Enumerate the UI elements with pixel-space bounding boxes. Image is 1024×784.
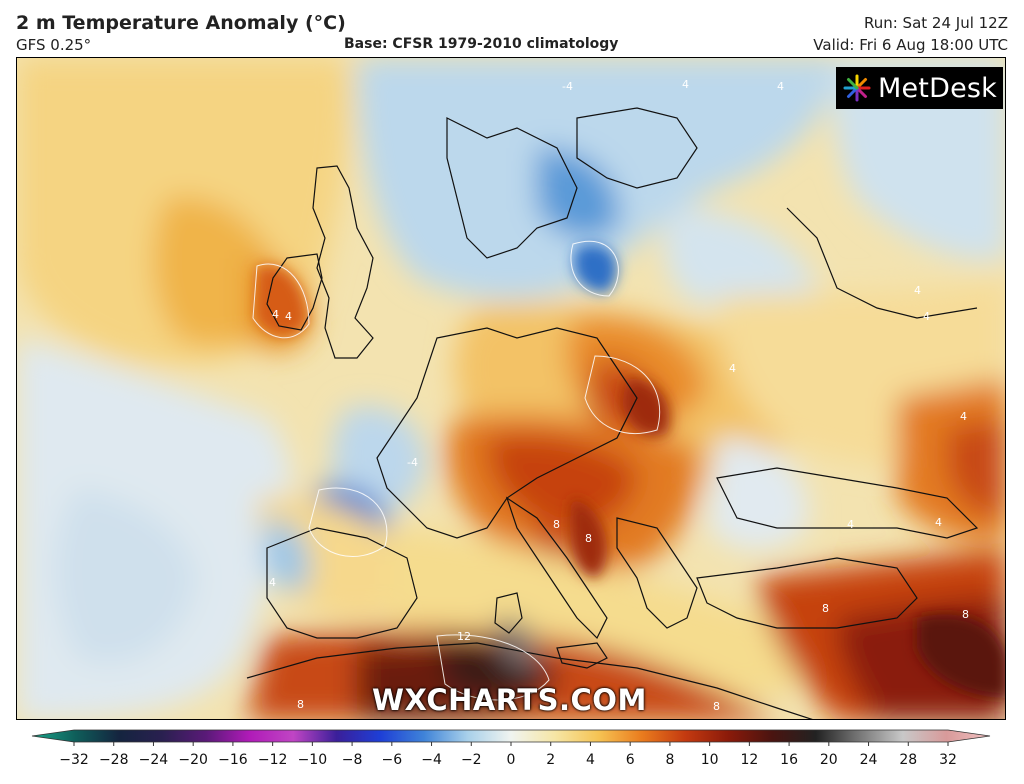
- legend-tick-label: 2: [546, 752, 555, 768]
- legend-tick-label: −8: [342, 752, 363, 768]
- contour-label: 4: [777, 80, 784, 93]
- legend-tick-label: −4: [421, 752, 442, 768]
- contour-label: 4: [285, 310, 292, 323]
- legend-color-bar: [31, 729, 991, 743]
- legend-tick-label: 32: [939, 752, 957, 768]
- contour-label: -4: [562, 80, 573, 93]
- valid-time-label: Valid: Fri 6 Aug 18:00 UTC: [813, 36, 1008, 54]
- legend-tick-label: −12: [258, 752, 288, 768]
- color-scale-legend: −32 −28 −24 −20 −16 −12 −10 −8 −6 −4 −2 0 2 4 6 8 10 12 16…: [31, 729, 991, 768]
- contour-label: 4: [960, 410, 967, 423]
- contour-label: 8: [585, 532, 592, 545]
- contour-label: 4: [682, 78, 689, 91]
- model-label: GFS 0.25°: [16, 36, 92, 54]
- map-title: 2 m Temperature Anomaly (°C): [16, 12, 346, 34]
- legend-tick-label: 24: [860, 752, 878, 768]
- legend-tick-label: 8: [665, 752, 674, 768]
- legend-tick-label: 6: [626, 752, 635, 768]
- contour-label: 4: [729, 362, 736, 375]
- metdesk-logo-text: MetDesk: [878, 72, 997, 104]
- metdesk-logo: MetDesk: [836, 67, 1003, 109]
- run-label: Run: Sat 24 Jul 12Z: [863, 14, 1008, 32]
- contour-label: 8: [553, 518, 560, 531]
- contour-label: 4: [923, 310, 930, 323]
- legend-tick-label: −6: [381, 752, 402, 768]
- legend-tick-label: −20: [178, 752, 208, 768]
- legend-tick-label: 16: [780, 752, 798, 768]
- contour-label: 4: [935, 516, 942, 529]
- contour-label: 8: [297, 698, 304, 711]
- legend-tick-label: −10: [298, 752, 328, 768]
- legend-tick-label: 10: [701, 752, 719, 768]
- contour-value-labels: 4 -4 4 4 4 4 4 4 -4 4 4 12 8 8 8 8 8 8 4…: [269, 78, 969, 713]
- contour-label: 4: [847, 518, 854, 531]
- legend-tick-label: 4: [586, 752, 595, 768]
- anomaly-map-canvas: 4 -4 4 4 4 4 4 4 -4 4 4 12 8 8 8 8 8 8 4…: [17, 58, 1005, 719]
- base-climatology-label: Base: CFSR 1979-2010 climatology: [344, 36, 619, 52]
- anomaly-map: 4 -4 4 4 4 4 4 4 -4 4 4 12 8 8 8 8 8 8 4…: [16, 57, 1006, 720]
- legend-tick-label: −16: [218, 752, 248, 768]
- legend-tick-label: 28: [899, 752, 917, 768]
- legend-tick-label: −24: [139, 752, 169, 768]
- legend-tick-label: 12: [740, 752, 758, 768]
- legend-tick-label: 20: [820, 752, 838, 768]
- contour-lines: [252, 240, 661, 701]
- contour-label: -4: [407, 456, 418, 469]
- contour-label: 8: [822, 602, 829, 615]
- contour-label: 4: [269, 576, 276, 589]
- contour-label: 4: [914, 284, 921, 297]
- contour-label: 12: [457, 630, 471, 643]
- anomaly-field: [17, 58, 1005, 719]
- legend-tick-label: −2: [461, 752, 482, 768]
- legend-tick-label: −28: [99, 752, 129, 768]
- metdesk-flower-icon: [843, 74, 871, 102]
- coastlines: [246, 107, 979, 719]
- legend-tick-label: −32: [59, 752, 89, 768]
- wxcharts-watermark: WXCHARTS.COM: [372, 683, 647, 717]
- contour-label: 8: [713, 700, 720, 713]
- contour-label: 4: [272, 308, 279, 321]
- contour-label: 8: [962, 608, 969, 621]
- legend-tick-label: 0: [507, 752, 516, 768]
